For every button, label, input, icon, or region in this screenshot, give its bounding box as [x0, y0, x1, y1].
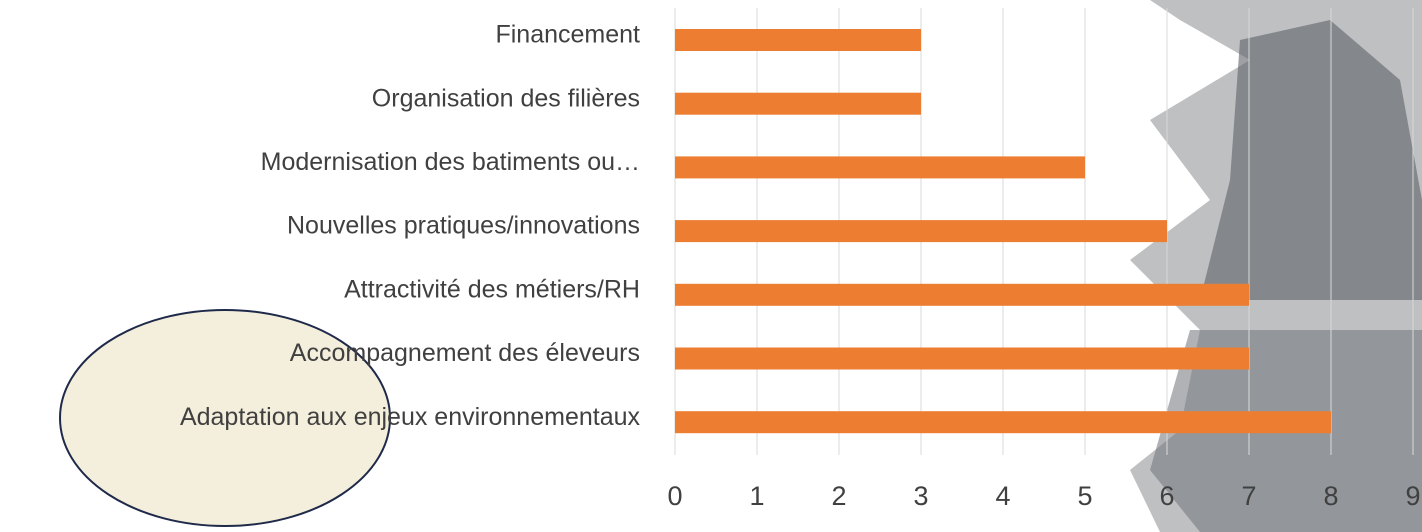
x-tick-label: 7	[1241, 481, 1256, 511]
y-tick-label: Nouvelles pratiques/innovations	[287, 212, 640, 240]
bar	[675, 29, 921, 51]
background-photo	[1130, 0, 1422, 532]
bar	[675, 348, 1249, 370]
y-tick-label: Organisation des filières	[372, 84, 640, 112]
x-tick-label: 4	[995, 481, 1010, 511]
x-tick-label: 8	[1323, 481, 1338, 511]
x-tick-label: 5	[1077, 481, 1092, 511]
x-tick-label: 0	[667, 481, 682, 511]
bar	[675, 93, 921, 115]
y-tick-label: Modernisation des batiments ou…	[261, 148, 640, 176]
x-tick-label: 1	[749, 481, 764, 511]
bar	[675, 156, 1085, 178]
chart: 0 1 2 3 4 5 6 7 8 9 Financement Organisation des fi…	[0, 0, 1422, 532]
x-tick-label: 6	[1159, 481, 1174, 511]
y-tick-label: Accompagnement des éleveurs	[290, 339, 640, 367]
y-tick-label: Attractivité des métiers/RH	[344, 275, 640, 303]
x-tick-label: 3	[913, 481, 928, 511]
x-tick-label: 2	[831, 481, 846, 511]
bar	[675, 411, 1331, 433]
bar	[675, 220, 1167, 242]
bar	[675, 284, 1249, 306]
y-tick-label: Financement	[495, 21, 640, 49]
y-tick-label: Adaptation aux enjeux environnementaux	[180, 403, 641, 431]
x-tick-label: 9	[1405, 481, 1420, 511]
